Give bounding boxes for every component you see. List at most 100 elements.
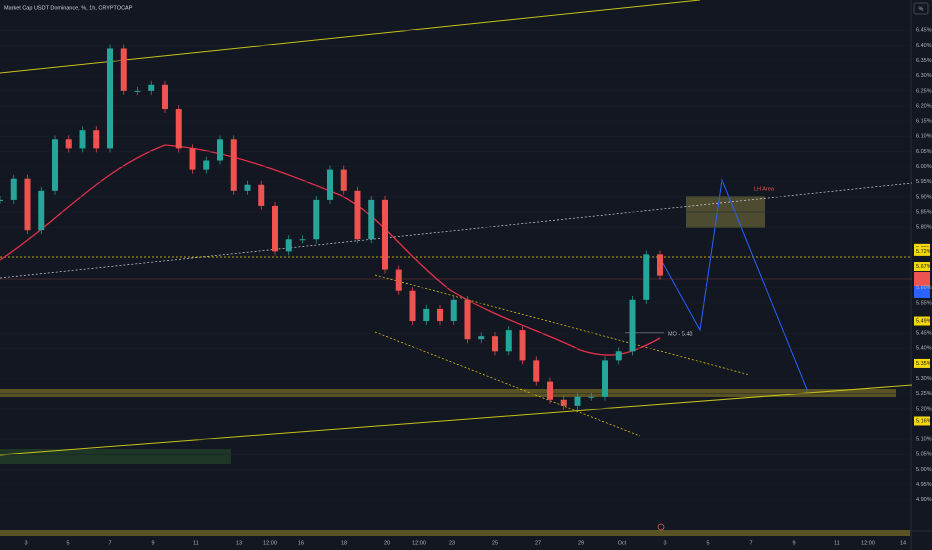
x-tick-label: 3	[663, 540, 666, 546]
chart-title: Market Cap USDT Dominance, %, 1h, CRYPTO…	[4, 5, 133, 11]
price-badge	[914, 316, 930, 326]
y-tick-label: 6.25%	[916, 88, 932, 94]
candle	[0, 199, 3, 201]
candle	[492, 336, 498, 352]
candle	[134, 90, 141, 92]
y-tick-label: 5.05%	[916, 452, 932, 458]
candle	[162, 84, 168, 110]
unit-button-label[interactable]: %	[919, 6, 924, 12]
candle	[93, 130, 100, 149]
y-tick-label: 5.90%	[916, 194, 932, 200]
price-badge-label: 5.16%	[916, 418, 932, 424]
candle	[602, 360, 608, 397]
candle	[533, 360, 540, 382]
candle	[464, 299, 471, 340]
y-tick-label: 6.20%	[916, 103, 932, 109]
y-tick-label: 4.95%	[916, 482, 932, 488]
candle	[52, 139, 58, 191]
wedge-line	[374, 331, 641, 437]
candle	[368, 199, 375, 240]
y-tick-label: 5.30%	[916, 376, 932, 382]
candle	[629, 299, 636, 352]
price-badge-label: 5.49%	[916, 318, 932, 324]
x-tick-label: 5	[706, 540, 709, 546]
channel-line	[0, 384, 913, 456]
candle	[519, 330, 526, 361]
candle	[340, 169, 347, 191]
candle	[574, 396, 581, 406]
x-tick-label: 12:00	[861, 540, 875, 546]
candle	[588, 396, 595, 398]
y-tick-label: 6.35%	[916, 58, 932, 64]
candle	[175, 109, 182, 149]
x-tick-label: 9	[792, 540, 795, 546]
price-badge-label: 5.35%	[916, 361, 932, 367]
y-tick-label: 5.20%	[916, 406, 932, 412]
price-badge	[914, 262, 930, 272]
wedge-line	[374, 274, 751, 376]
y-tick-label: 5.10%	[916, 437, 932, 443]
x-tick-label: 13	[236, 540, 242, 546]
candle	[107, 48, 113, 149]
candle	[615, 351, 622, 361]
candle	[327, 169, 333, 200]
candle	[38, 190, 45, 231]
y-tick-label: 5.45%	[916, 331, 932, 337]
x-tick-label: 16	[298, 540, 304, 546]
candle	[657, 254, 663, 276]
y-tick-label: 6.30%	[916, 73, 932, 79]
price-badge	[914, 286, 930, 298]
x-tick-label: 7	[749, 540, 752, 546]
x-tick-label: 9	[151, 540, 154, 546]
y-tick-label: 6.00%	[916, 164, 932, 170]
candle	[79, 130, 86, 149]
y-tick-label: 6.40%	[916, 43, 932, 49]
event-icon[interactable]	[657, 523, 665, 531]
x-tick-label: 7	[108, 540, 111, 546]
x-tick-label: 20	[384, 540, 390, 546]
candle	[505, 330, 512, 352]
price-badge-label: 5.67%	[916, 264, 932, 270]
candle	[285, 239, 292, 252]
x-tick-label: 3	[24, 540, 27, 546]
candle	[437, 308, 443, 322]
candle	[10, 178, 17, 200]
y-tick-label: 5.40%	[916, 346, 932, 352]
x-tick-label: 12:00	[263, 540, 277, 546]
price-badge	[914, 272, 930, 286]
y-tick-label: 5.60%	[916, 285, 932, 291]
y-tick-label: 5.80%	[916, 225, 932, 231]
candle	[24, 178, 31, 231]
candle	[547, 381, 553, 400]
y-tick-label: 5.00%	[916, 467, 932, 473]
candle	[560, 399, 567, 406]
candle	[148, 84, 155, 91]
x-tick-label: 25	[492, 540, 498, 546]
projection-path	[659, 178, 809, 393]
y-tick-label: 5.85%	[916, 209, 932, 215]
y-tick-label: 5.55%	[916, 300, 932, 306]
y-tick-label: 6.10%	[916, 134, 932, 140]
candle	[423, 308, 430, 322]
x-tick-label: 18	[341, 540, 347, 546]
x-tick-label: Oct	[618, 540, 627, 546]
unit-button[interactable]	[913, 2, 929, 15]
x-tick-label: 14	[900, 540, 906, 546]
x-tick-label: 29	[578, 540, 584, 546]
mo-label: MO - 5.48	[668, 331, 692, 337]
candle	[272, 205, 278, 252]
x-tick-label: 11	[193, 540, 199, 546]
candle	[230, 139, 237, 191]
candle	[643, 254, 650, 300]
candle	[65, 139, 72, 149]
channel-line	[0, 0, 701, 74]
y-tick-label: 6.45%	[916, 28, 932, 34]
candle	[189, 148, 196, 170]
candle	[244, 184, 251, 191]
candle	[450, 299, 457, 322]
candle	[120, 48, 127, 91]
x-tick-label: 5	[66, 540, 69, 546]
x-tick-label: 23	[449, 540, 455, 546]
